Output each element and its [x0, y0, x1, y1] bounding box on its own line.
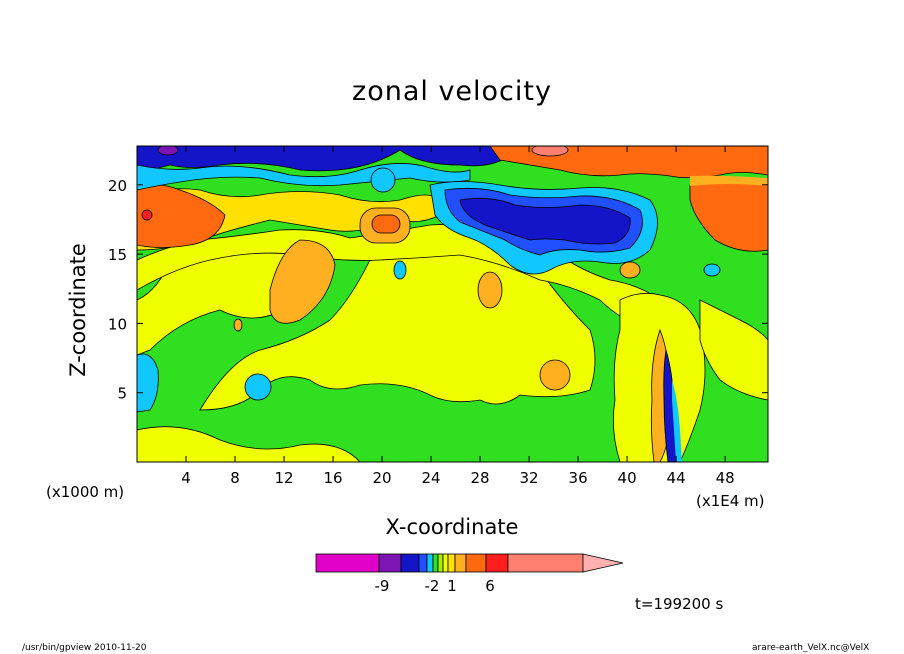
colorbar-swatch [485, 553, 509, 573]
contour-region [233, 318, 243, 332]
colorbar-swatch [465, 553, 487, 573]
x-tick-label: 4 [181, 469, 191, 487]
colorbar-swatch [454, 553, 467, 573]
colorbar-swatch [442, 553, 449, 573]
x-tick-label: 44 [667, 469, 686, 487]
x-unit-label: (x1000 m) [46, 483, 125, 501]
contour-region [141, 209, 153, 221]
colorbar-swatch [432, 553, 439, 573]
x-tick-label: 24 [422, 469, 441, 487]
contour-region [699, 299, 768, 401]
contour-region [539, 359, 571, 391]
footer-right: arare-earth_VelX.nc@VelX [752, 643, 870, 653]
contour-region [137, 426, 361, 462]
contour-region [371, 214, 401, 234]
contour-region [672, 380, 682, 462]
colorbar-arrow [582, 553, 624, 573]
colorbar-tick-label: -2 [425, 577, 440, 595]
contour-region [531, 146, 569, 157]
y-axis: 5 10 15 20 [108, 177, 768, 403]
contour-region [703, 263, 721, 277]
y-tick-label: 5 [117, 385, 127, 403]
contour-region [690, 175, 768, 186]
x-tick-label: 36 [569, 469, 588, 487]
timestamp: t=199200 s [635, 595, 724, 613]
y-tick-label: 10 [108, 315, 127, 333]
colorbar-swatch [426, 553, 434, 573]
colorbar-tick-label: 6 [485, 577, 495, 595]
colorbar-swatch [418, 553, 428, 573]
y-tick-label: 15 [108, 246, 127, 264]
contour-region [477, 271, 503, 309]
colorbar-swatch [315, 553, 380, 573]
x-scale-label: (x1E4 m) [696, 492, 765, 510]
plot-frame [136, 145, 769, 463]
x-tick-label: 12 [274, 469, 293, 487]
contour-region [269, 239, 336, 324]
y-tick-label: 20 [108, 177, 127, 195]
colorbar: -9 -2 1 6 [315, 553, 624, 595]
contour-region [619, 261, 641, 279]
colorbar-swatch [447, 553, 456, 573]
footer-left: /usr/bin/gpview 2010-11-20 [22, 643, 147, 653]
contour-region [137, 184, 226, 248]
x-axis-label: X-coordinate [385, 515, 519, 539]
colorbar-tick-label: 1 [447, 577, 457, 595]
x-tick-label: 28 [471, 469, 490, 487]
y-axis-label: Z-coordinate [66, 243, 90, 377]
contour-region [459, 197, 631, 245]
colorbar-swatch [507, 553, 584, 573]
colorbar-swatch [378, 553, 402, 573]
colorbar-swatch [437, 553, 444, 573]
contour-region [370, 167, 396, 193]
contour-field [137, 146, 768, 462]
x-tick-label: 16 [323, 469, 342, 487]
contour-region [137, 353, 159, 413]
colorbar-tick-label: -9 [375, 577, 390, 595]
x-tick-label: 8 [230, 469, 240, 487]
contour-region [137, 146, 521, 176]
x-tick-label: 32 [520, 469, 539, 487]
contour-region [244, 373, 272, 401]
x-tick-label: 40 [618, 469, 637, 487]
x-tick-label: 20 [373, 469, 392, 487]
contour-region [393, 260, 407, 280]
contour-region [157, 146, 179, 156]
chart-title: zonal velocity [352, 76, 552, 107]
x-tick-label: 48 [716, 469, 735, 487]
colorbar-swatch [400, 553, 420, 573]
x-axis: 4 8 12 16 20 24 28 32 36 40 44 48 [181, 146, 735, 487]
